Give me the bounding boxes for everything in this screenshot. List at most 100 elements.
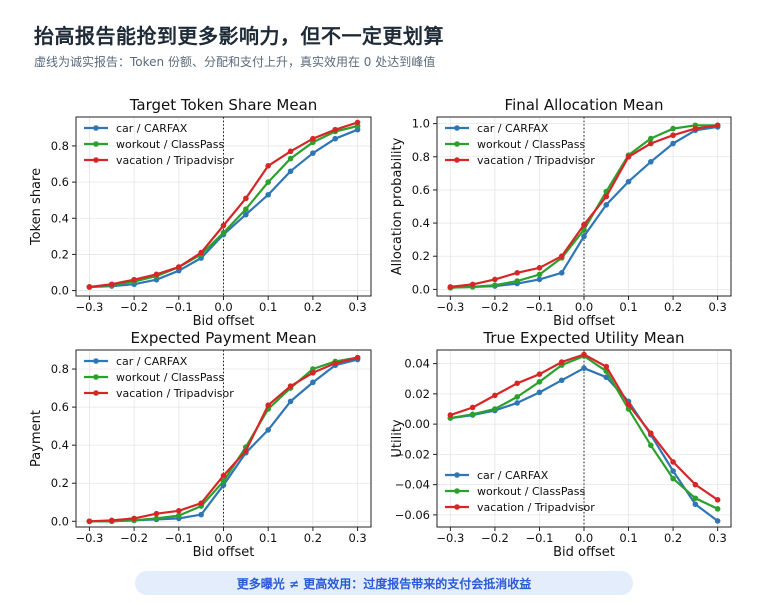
data-point (287, 168, 294, 175)
x-tick-label: 0.0 (575, 300, 593, 314)
legend-swatch-marker (93, 125, 99, 131)
data-point (265, 179, 271, 185)
y-tick-label: 0.6 (51, 175, 69, 189)
x-tick-label: −0.2 (120, 300, 148, 314)
data-point (310, 150, 316, 156)
data-point (153, 271, 160, 278)
data-point (714, 506, 721, 512)
data-point (287, 383, 294, 389)
data-point (670, 125, 676, 132)
data-point (603, 202, 610, 208)
x-tick-label: 0.3 (348, 531, 366, 545)
data-point (198, 511, 204, 518)
data-point (536, 265, 543, 271)
page-title: 抬高报告能抢到更多影响力，但不一定更划算 (34, 24, 444, 48)
data-point (220, 222, 227, 229)
x-tick-label: −0.1 (165, 531, 193, 545)
data-point (692, 501, 699, 508)
y-tick-label: 0.8 (412, 150, 430, 164)
legend-swatch-marker (93, 157, 99, 163)
legend-label: workout / ClassPass (116, 371, 224, 384)
data-point (648, 135, 654, 142)
x-tick-label: 0.1 (259, 531, 277, 545)
y-axis-label: Utility (390, 419, 405, 458)
data-point (332, 135, 339, 142)
data-point (153, 510, 160, 517)
data-point (536, 378, 543, 385)
x-tick-label: 0.0 (575, 531, 593, 545)
y-tick-label: 0.8 (51, 362, 69, 376)
y-tick-label: 0.2 (51, 476, 69, 490)
legend-swatch-marker (93, 358, 99, 364)
data-point (287, 148, 294, 155)
legend-label: vacation / Tripadvisor (116, 387, 234, 400)
data-point (492, 276, 498, 283)
x-tick-label: 0.2 (664, 300, 682, 314)
page-subtitle: 虚线为诚实报告：Token 份额、分配和支付上升，真实效用在 0 处达到峰值 (34, 55, 436, 69)
data-point (287, 398, 294, 405)
data-point (469, 404, 476, 411)
data-point (220, 472, 227, 479)
legend-swatch-marker (93, 141, 99, 147)
data-point (265, 191, 271, 198)
data-point (332, 360, 339, 367)
x-tick-label: 0.2 (304, 300, 322, 314)
data-point (670, 140, 676, 147)
footer-banner: 更多曝光 ≠ 更高效用：过度报告带来的支付会抵消收益 (135, 571, 633, 595)
data-point (447, 412, 454, 418)
y-tick-label: 0.8 (51, 139, 69, 153)
data-point (536, 389, 543, 396)
data-point (86, 518, 93, 525)
y-axis-label: Allocation probability (390, 137, 405, 275)
data-point (558, 359, 565, 365)
data-point (648, 430, 654, 437)
data-point (108, 517, 115, 524)
x-axis-label: Bid offset (553, 314, 615, 329)
x-tick-label: 0.3 (348, 300, 366, 314)
legend-label: car / CARFAX (477, 469, 549, 482)
data-point (514, 269, 520, 276)
data-point (536, 271, 543, 278)
legend-label: vacation / Tripadvisor (477, 501, 595, 514)
legend-swatch-marker (454, 488, 460, 494)
x-tick-label: −0.1 (525, 300, 553, 314)
data-point (469, 411, 476, 418)
data-point (625, 153, 632, 160)
y-tick-label: −0.02 (395, 447, 430, 461)
data-point (131, 276, 137, 283)
legend-label: vacation / Tripadvisor (116, 154, 234, 167)
data-point (243, 206, 249, 213)
y-tick-label: 0.00 (404, 417, 430, 431)
data-point (625, 401, 632, 408)
data-point (670, 475, 676, 482)
legend-swatch-marker (454, 157, 460, 163)
data-point (581, 365, 587, 371)
legend-swatch-marker (93, 390, 99, 396)
y-tick-label: 0.6 (51, 400, 69, 414)
y-tick-label: 0.6 (412, 183, 430, 197)
x-tick-label: −0.1 (165, 300, 193, 314)
data-point (536, 276, 543, 283)
data-point (176, 264, 182, 270)
data-point (243, 195, 249, 202)
data-point (176, 512, 182, 519)
data-point (558, 377, 565, 384)
x-axis-label: Bid offset (553, 545, 615, 560)
x-tick-label: 0.3 (708, 300, 726, 314)
x-tick-label: 0.3 (708, 531, 726, 545)
data-point (492, 282, 498, 289)
y-tick-label: 0.04 (404, 357, 430, 371)
legend-label: workout / ClassPass (477, 138, 585, 151)
data-point (648, 442, 654, 449)
chart-title: True Expected Utility Mean (482, 329, 684, 347)
legend-label: car / CARFAX (116, 355, 188, 368)
data-point (243, 448, 249, 454)
data-point (603, 374, 610, 381)
x-tick-label: −0.3 (436, 531, 464, 545)
data-point (670, 459, 676, 465)
legend-label: vacation / Tripadvisor (477, 154, 595, 167)
legend-swatch-marker (454, 141, 460, 147)
data-point (243, 211, 249, 218)
y-tick-label: 1.0 (412, 117, 430, 131)
